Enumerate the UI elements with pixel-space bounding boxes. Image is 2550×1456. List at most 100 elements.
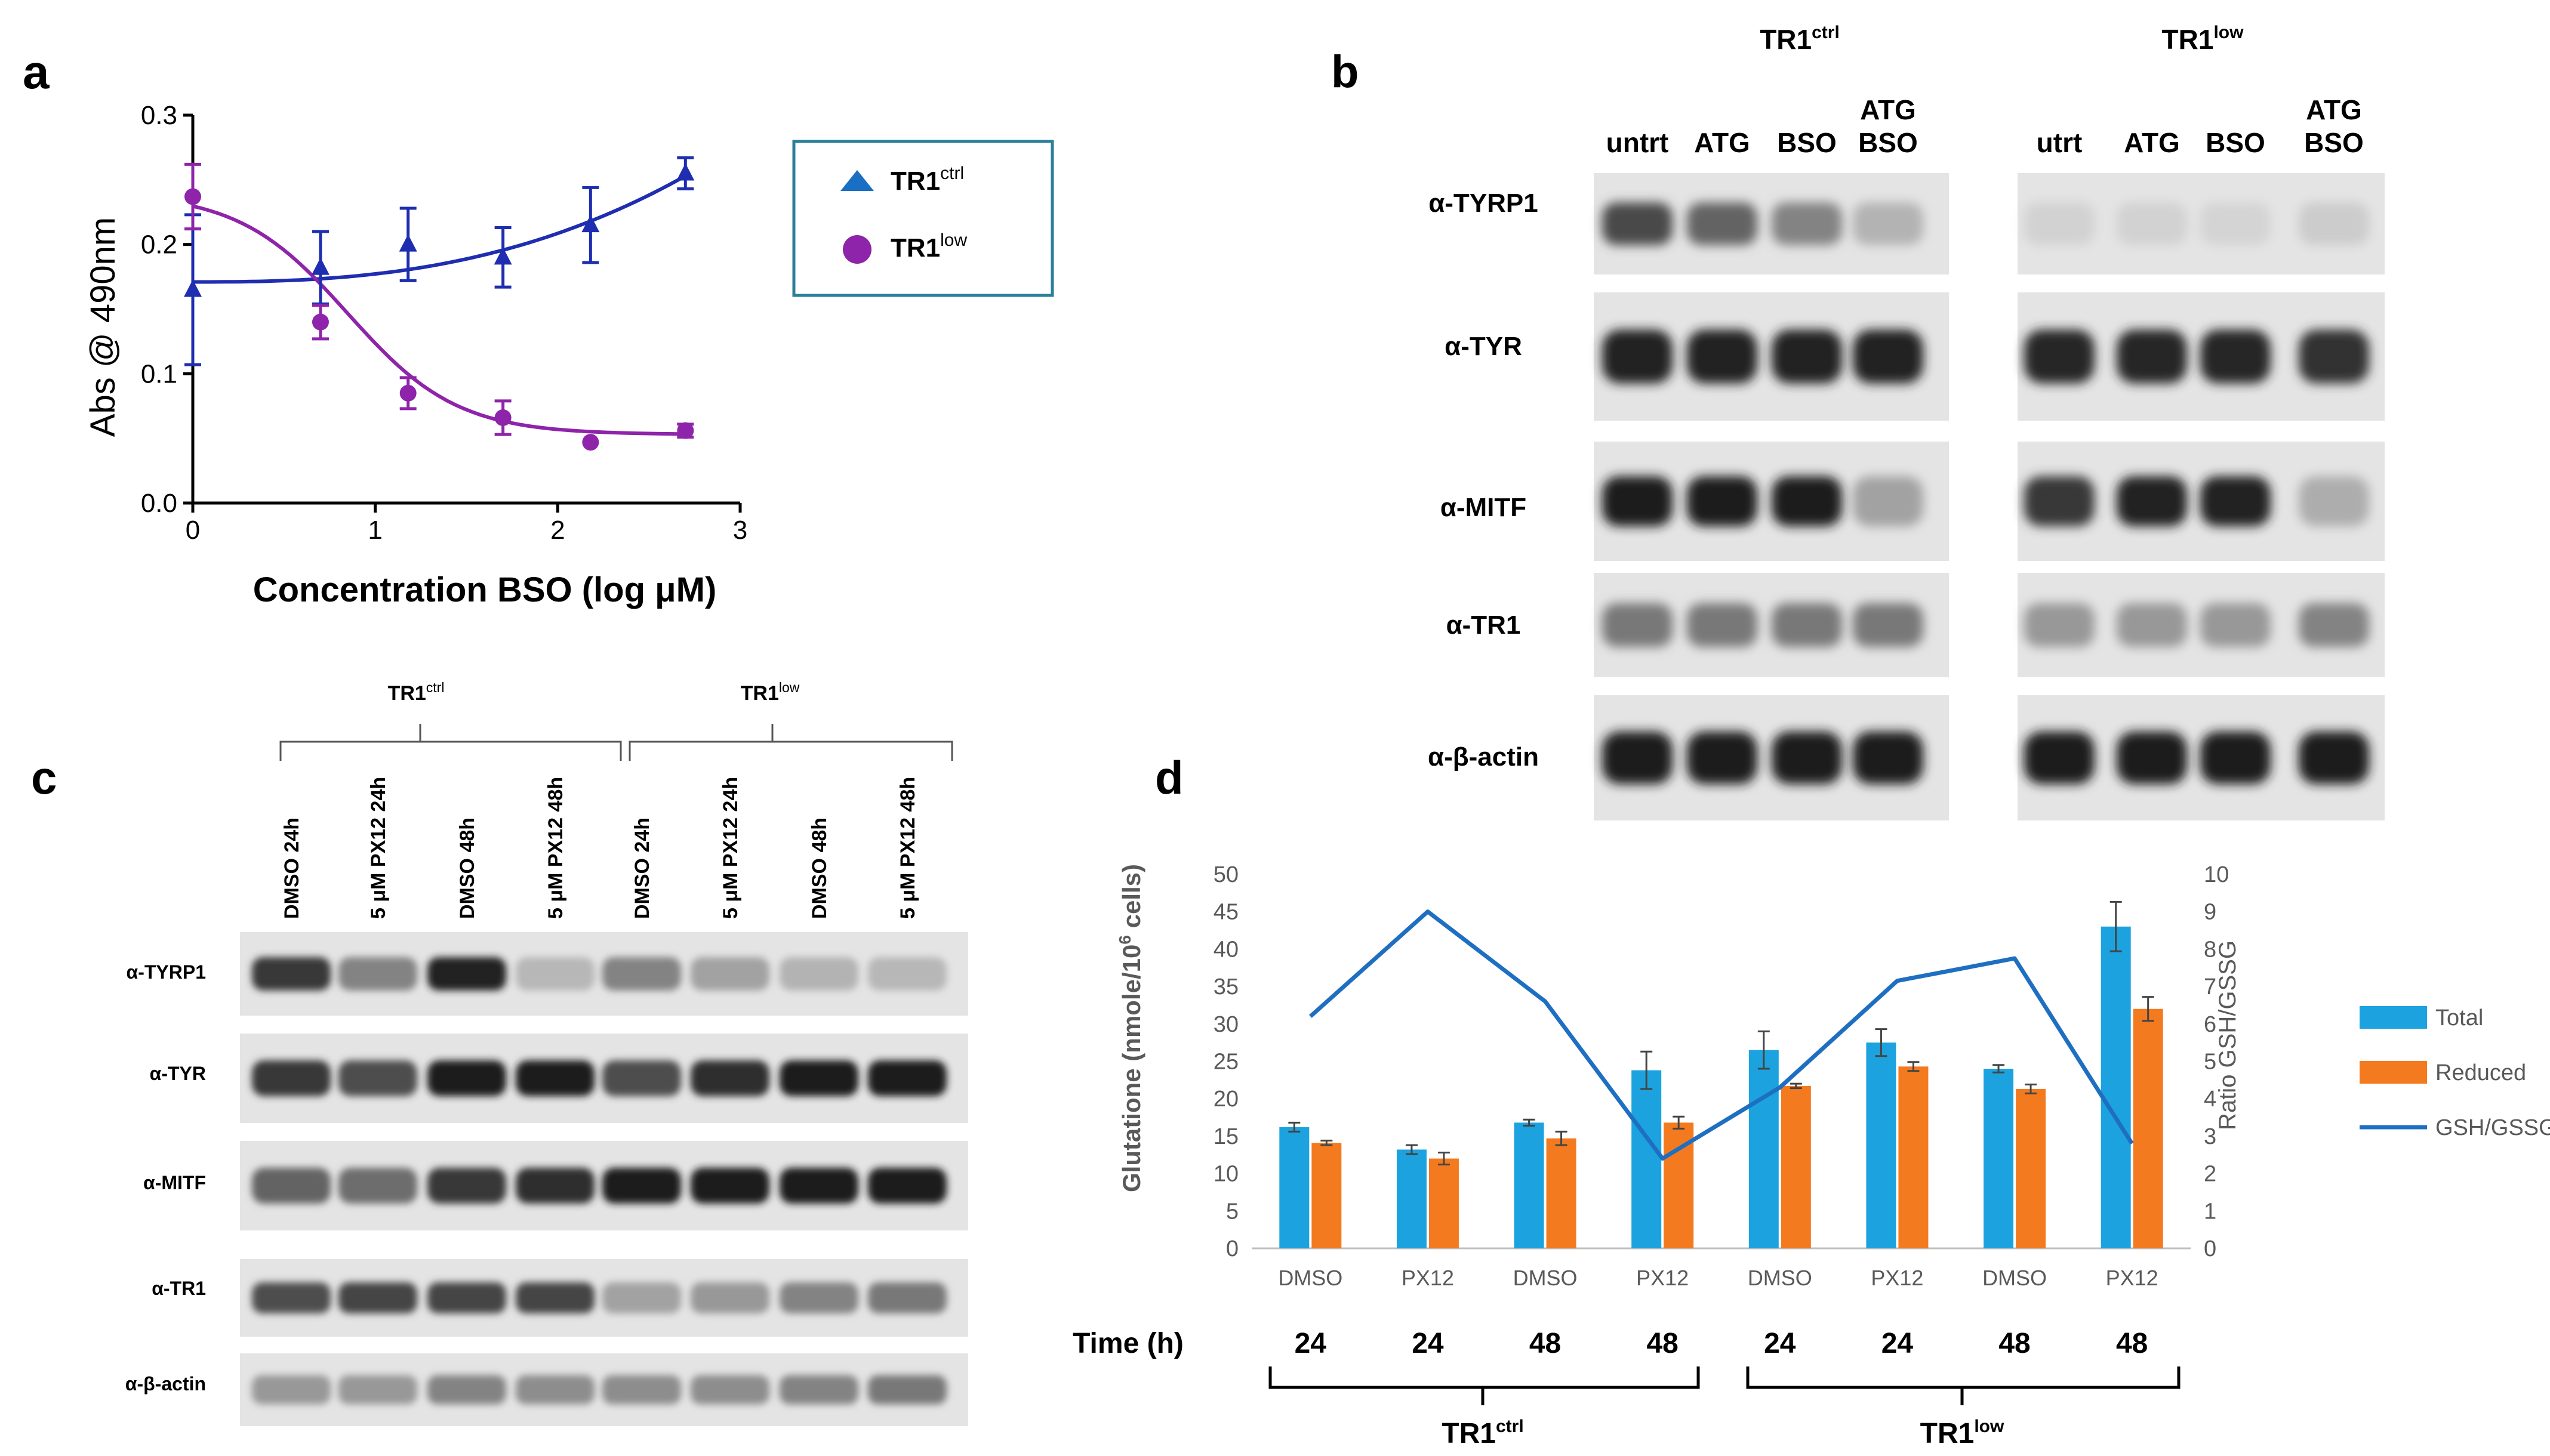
- panel-b-lane-label: BSO: [1777, 127, 1837, 158]
- blot-band: [1772, 329, 1842, 384]
- error-bar: [1555, 1130, 1567, 1146]
- panel-d-y-tick-label: 20: [1214, 1087, 1239, 1112]
- tr1-ctrl-point: [676, 163, 695, 181]
- panel-c-row-label: α-TYR: [150, 1063, 206, 1084]
- panel-d-y-label: Glutatione (nmole/106 cells): [1116, 864, 1145, 1192]
- panel-a-x-ticks: 0 1 2 3: [186, 503, 747, 545]
- blot-band: [1602, 476, 1673, 526]
- blot-band: [252, 1375, 331, 1405]
- blot-band: [1772, 202, 1842, 245]
- lane-label-line: untrt: [1606, 127, 1669, 158]
- blot-band: [252, 957, 331, 991]
- tr1-low-point: [677, 422, 694, 439]
- panel-c: c TR1ctrl TR1low DMSO 24h 5 μM PX12 24h DM…: [31, 680, 968, 1426]
- panel-b-blot-low: [2018, 442, 2385, 561]
- total-bar: [2101, 926, 2131, 1248]
- blot-band: [868, 1375, 947, 1405]
- panel-c-lane-label: 5 μM PX12 48h: [544, 777, 567, 919]
- blot-band: [780, 1282, 858, 1313]
- panel-b-blot-ctrl: [1594, 292, 1949, 421]
- reduced-bar: [1428, 1158, 1459, 1248]
- blot-band: [516, 1375, 595, 1405]
- tr1-ctrl-point: [494, 247, 512, 265]
- panel-b-blots: α-TYRP1 α-TYR α-MITF α-TR1 α-β-actin: [1428, 173, 2385, 820]
- panel-a-label: a: [23, 45, 50, 98]
- x-tick-label: 2: [550, 516, 565, 545]
- panel-c-row-label: α-MITF: [143, 1172, 206, 1193]
- panel-d-category-label: DMSO: [1748, 1266, 1812, 1290]
- panel-d-category-label: PX12: [1402, 1266, 1454, 1290]
- tr1-low-fit-curve: [192, 204, 686, 436]
- blot-band: [1853, 202, 1923, 245]
- reduced-bar: [1546, 1138, 1576, 1248]
- error-bar: [1790, 1082, 1802, 1090]
- tr1-low-point: [494, 409, 512, 426]
- blot-band: [691, 1168, 769, 1204]
- blot-band: [1687, 476, 1757, 526]
- legend-reduced-label: Reduced: [2435, 1060, 2526, 1085]
- panel-c-lane-label: DMSO 48h: [456, 818, 479, 919]
- panel-c-blot: [240, 1034, 968, 1123]
- blot-band: [2024, 603, 2095, 647]
- total-bar: [1984, 1069, 2014, 1248]
- blot-band: [691, 1060, 769, 1096]
- y-tick-label: 0.1: [141, 359, 177, 388]
- panel-c-lane-labels: DMSO 24h 5 μM PX12 24h DMSO 48h 5 μM PX12 4…: [281, 777, 919, 919]
- blot-band: [2299, 476, 2369, 526]
- blot-band: [868, 1060, 947, 1096]
- blot-band: [691, 1282, 769, 1313]
- blot-band: [1853, 731, 1923, 785]
- panel-d-y2-label: Ratio GSH/GSSG: [2215, 940, 2241, 1130]
- blot-band: [602, 1282, 681, 1313]
- reduced-bar: [2133, 1008, 2163, 1248]
- panel-a-plot-area: [184, 156, 695, 451]
- blot-band: [2024, 202, 2095, 245]
- panel-a: a 0.0 0.1 0.2 0.3 0 1 2 3 Abs @ 490nm Concentr…: [23, 45, 1054, 609]
- blot-band: [427, 1060, 506, 1096]
- total-bar: [1748, 1050, 1779, 1248]
- error-bar: [1288, 1121, 1301, 1133]
- panel-d-y-tick-label: 15: [1214, 1124, 1239, 1149]
- panel-c-lane-label: 5 μM PX12 24h: [719, 777, 742, 919]
- blot-band: [2200, 603, 2271, 647]
- error-bar: [1437, 1151, 1450, 1166]
- panel-d-low-bracket: [1746, 1366, 2181, 1405]
- blot-band: [602, 1060, 681, 1096]
- error-bar: [1640, 1050, 1653, 1090]
- panel-d: d Glutatione (nmole/106 cells) Ratio GSH…: [1073, 751, 2550, 1449]
- panel-d-time-value: 48: [1529, 1328, 1561, 1359]
- blot-band: [427, 1375, 506, 1405]
- panel-c-blot: [240, 1353, 968, 1426]
- blot-band: [2117, 202, 2187, 245]
- panel-d-y-tick-label: 45: [1214, 900, 1239, 925]
- panel-b-low-header: TR1low: [2162, 23, 2244, 55]
- panel-b-row-label: α-TYRP1: [1428, 189, 1538, 218]
- panel-b-lane-label: ATG BSO: [2304, 94, 2364, 158]
- panel-a-legend: TR1ctrl TR1low: [792, 140, 1054, 297]
- y-tick-label: 0.0: [141, 489, 177, 518]
- lane-label-line: BSO: [1858, 127, 1918, 158]
- blot-band: [691, 957, 769, 991]
- blot-band: [1772, 603, 1842, 647]
- error-bar: [2109, 900, 2122, 952]
- tr1-ctrl-point: [399, 234, 417, 252]
- panel-d-y2-tick-label: 0: [2204, 1236, 2216, 1261]
- blot-band: [1853, 603, 1923, 647]
- blot-band: [252, 1168, 331, 1204]
- blot-band: [2117, 329, 2187, 384]
- panel-d-y2-tick-label: 8: [2204, 937, 2216, 962]
- blot-band: [2299, 731, 2369, 785]
- blot-band: [780, 1375, 858, 1405]
- panel-b-lane-label: ATG: [1694, 127, 1750, 158]
- panel-d-y-tick-label: 0: [1226, 1236, 1239, 1261]
- panel-d-legend: Total Reduced GSH/GSSG: [2360, 1005, 2550, 1140]
- lane-label-line: BSO: [2304, 127, 2364, 158]
- blot-band: [2117, 603, 2187, 647]
- panel-d-y-tick-label: 40: [1214, 937, 1239, 962]
- blot-band: [2024, 329, 2095, 384]
- blot-band: [1602, 603, 1673, 647]
- blot-band: [2299, 603, 2369, 647]
- error-bar: [1673, 1115, 1685, 1130]
- panel-b-lane-label: utrt: [2037, 127, 2083, 158]
